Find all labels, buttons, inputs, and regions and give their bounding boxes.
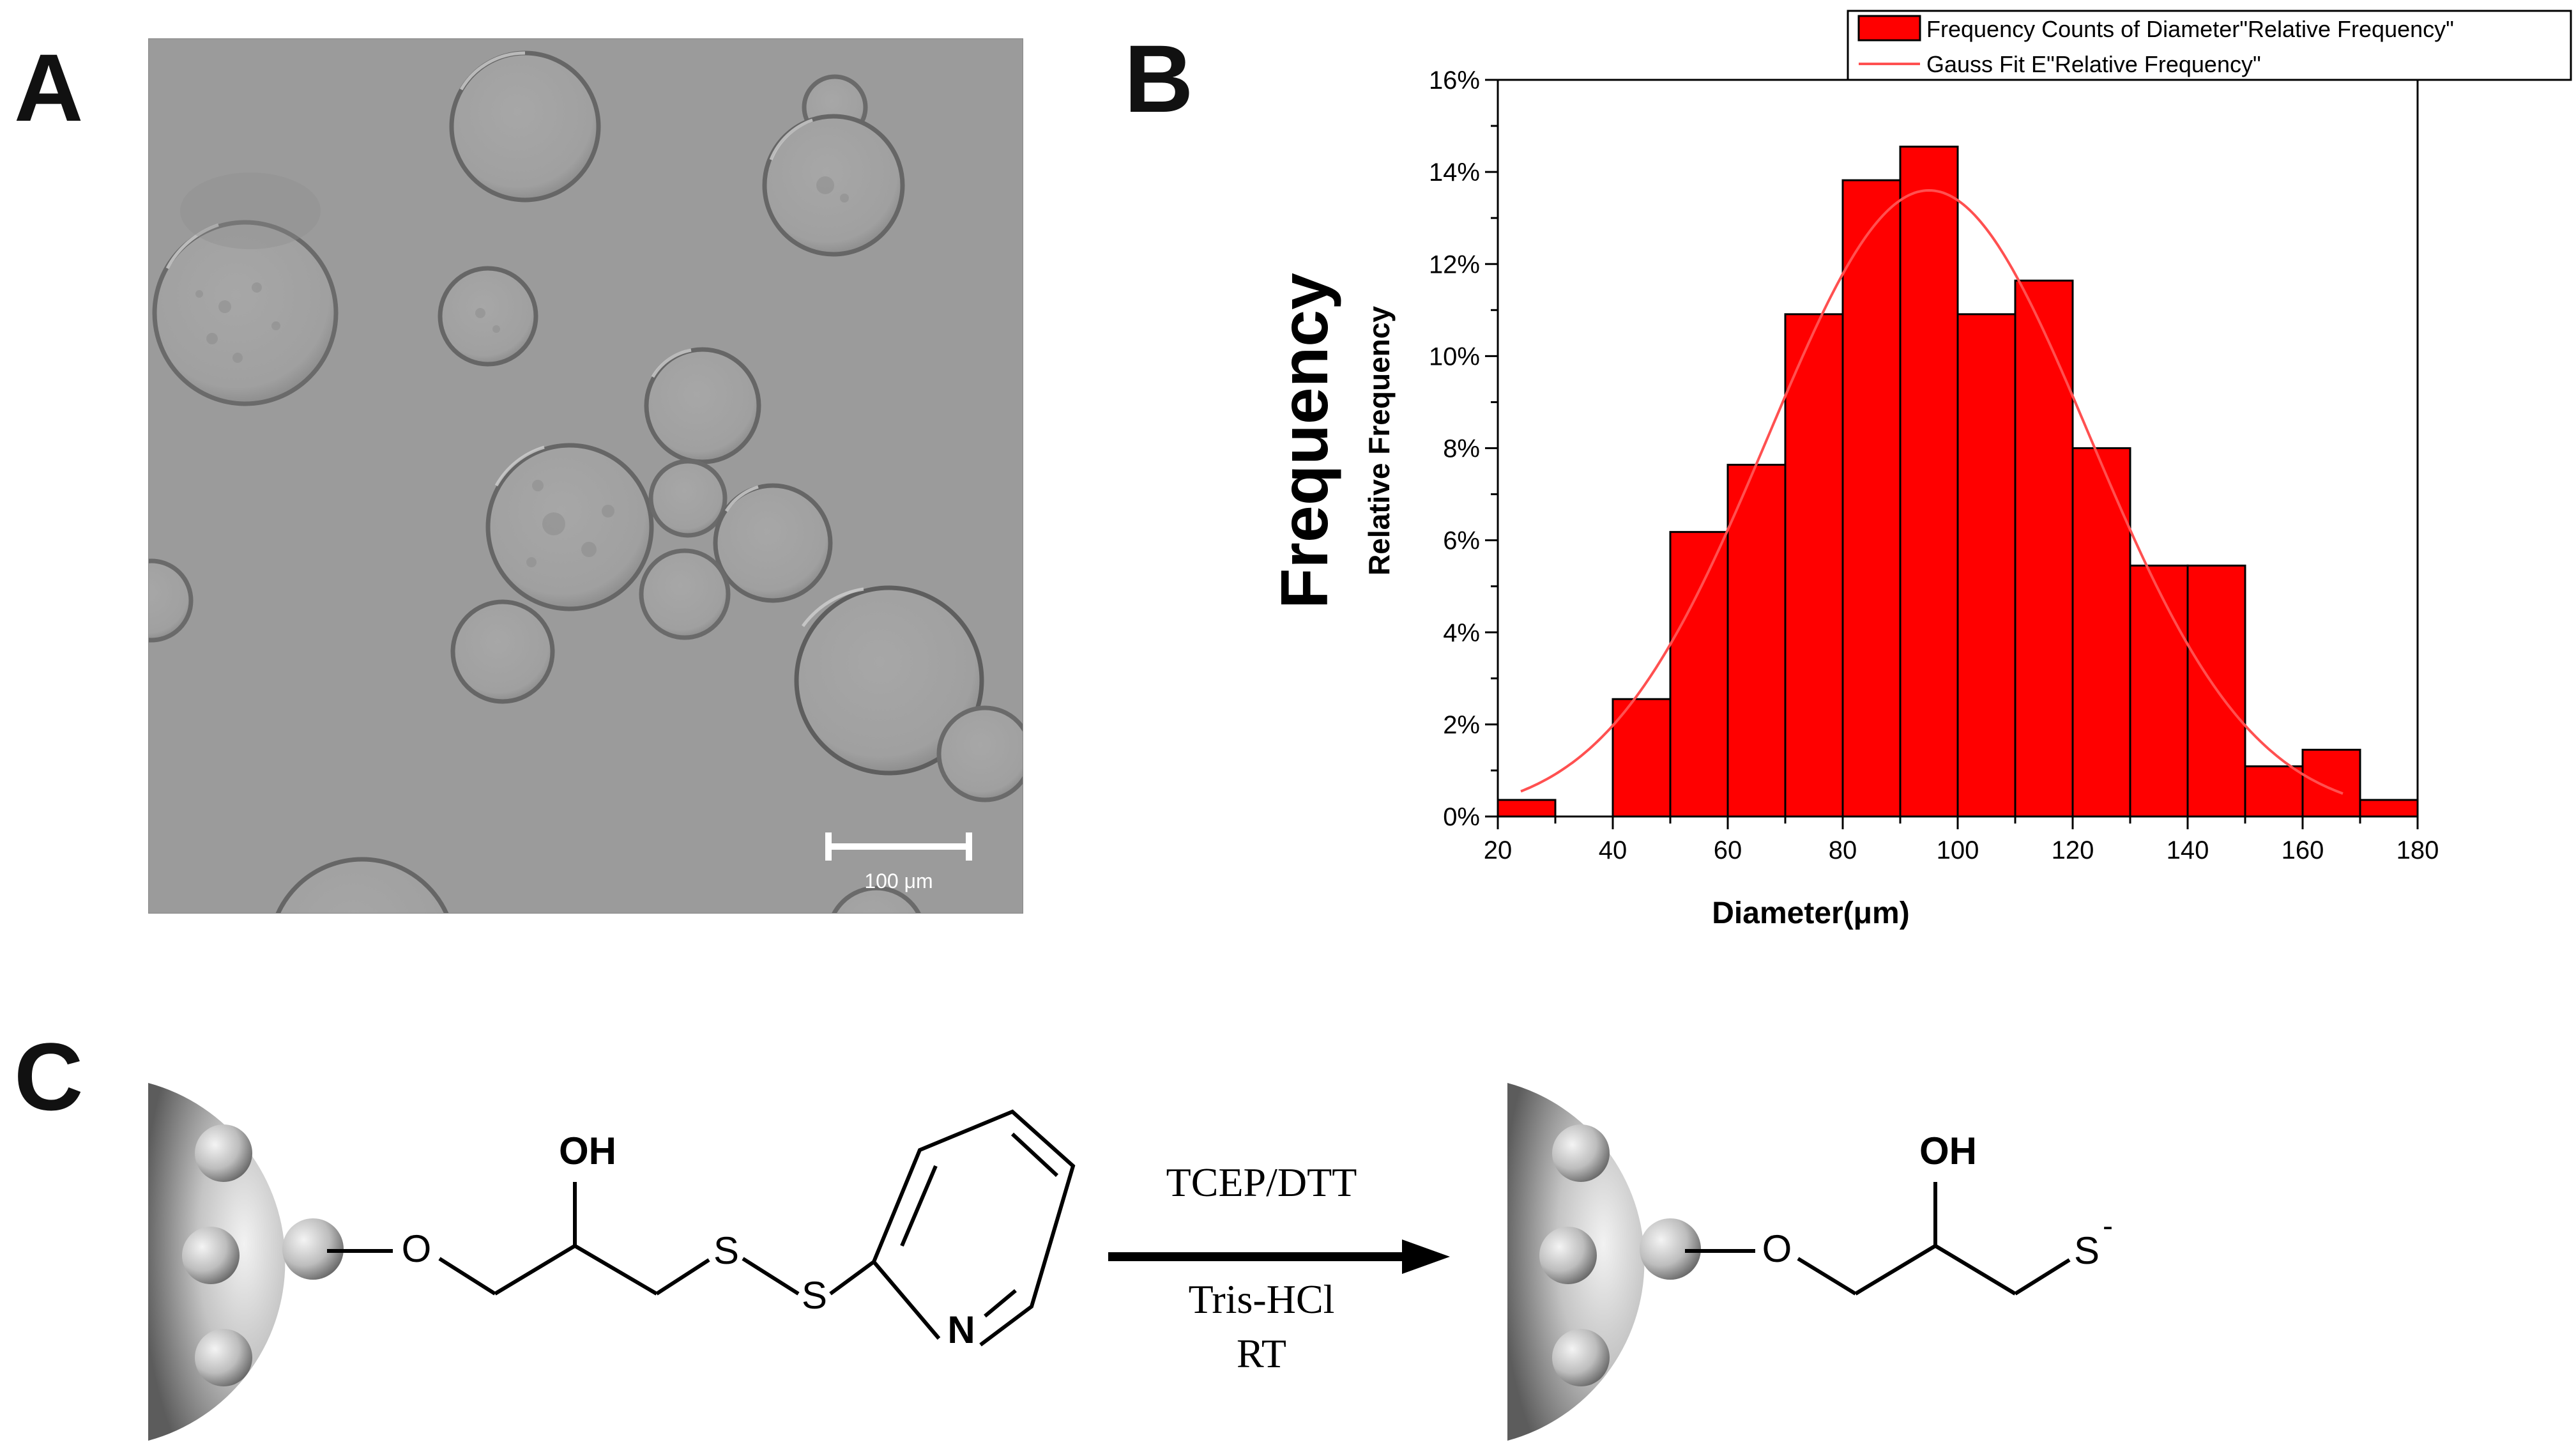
y-axis-label: Relative Frequency bbox=[1362, 306, 1396, 576]
droplet-inner-texture bbox=[195, 176, 849, 567]
histogram-bar bbox=[2244, 765, 2304, 818]
droplets bbox=[148, 50, 1023, 914]
histogram-bar bbox=[1956, 313, 2016, 818]
panel-label-b: B bbox=[1124, 25, 1194, 132]
droplet bbox=[794, 585, 984, 776]
x-tick-label: 120 bbox=[2052, 836, 2094, 864]
histogram-bar bbox=[1841, 179, 1902, 818]
atom-s1-left: S bbox=[713, 1229, 739, 1272]
smudge bbox=[180, 172, 321, 249]
axes: 20 40 60 80 100 120 140 160 180 0% 2% 4% 6% 8% 10% 12% 1… bbox=[1429, 66, 2439, 864]
droplet bbox=[648, 459, 728, 538]
reaction-scheme: O OH S S N TCEP/DTT Tris-HCl RT O OH S - bbox=[148, 1083, 2113, 1441]
atom-n-left: N bbox=[947, 1308, 975, 1351]
gauss-fit-line bbox=[1520, 188, 2344, 795]
droplet bbox=[713, 483, 833, 603]
legend-entry-histogram: Frequency Counts of Diameter"Relative Fr… bbox=[1926, 16, 2454, 42]
y-tick-label: 2% bbox=[1443, 711, 1480, 739]
droplet bbox=[639, 548, 731, 640]
histogram-bar bbox=[2071, 447, 2131, 818]
droplet bbox=[450, 599, 555, 704]
histogram-bar bbox=[1899, 145, 1959, 818]
y-tick-label: 16% bbox=[1429, 66, 1480, 95]
reagent-bottom-1: Tris-HCl bbox=[1189, 1276, 1335, 1322]
atom-o-left: O bbox=[402, 1227, 432, 1270]
bead-left bbox=[148, 1083, 344, 1441]
scale-bar: 100 μm bbox=[825, 832, 972, 893]
pore bbox=[282, 1218, 344, 1280]
pore bbox=[1552, 1124, 1610, 1182]
atom-s2-left: S bbox=[802, 1274, 827, 1317]
micrograph-image: 100 μm bbox=[148, 38, 1023, 914]
y-tick-label: 10% bbox=[1429, 342, 1480, 371]
y-tick-label: 6% bbox=[1443, 527, 1480, 555]
histogram-bar bbox=[1784, 313, 1844, 818]
reaction-arrow bbox=[1108, 1239, 1450, 1274]
histogram-bar bbox=[1669, 531, 1729, 818]
y-tick-label: 4% bbox=[1443, 619, 1480, 647]
reagent-top: TCEP/DTT bbox=[1166, 1160, 1357, 1205]
droplet bbox=[152, 220, 339, 406]
droplet bbox=[275, 857, 449, 914]
droplet bbox=[644, 347, 761, 464]
histogram-bar bbox=[1726, 463, 1787, 818]
atom-oh-left: OH bbox=[559, 1130, 616, 1172]
scale-bar-label: 100 μm bbox=[864, 870, 933, 893]
droplet bbox=[438, 266, 538, 367]
histogram-bar bbox=[2301, 749, 2361, 818]
droplet bbox=[148, 558, 194, 643]
bead-right bbox=[1507, 1083, 1701, 1441]
pyridine-ring bbox=[872, 1109, 1076, 1347]
histogram-bars bbox=[1497, 145, 2419, 818]
linker-left bbox=[327, 1182, 875, 1296]
x-tick-label: 140 bbox=[2167, 836, 2209, 864]
x-tick-label: 60 bbox=[1714, 836, 1742, 864]
x-tick-label: 80 bbox=[1829, 836, 1857, 864]
legend-entry-gauss: Gauss Fit E"Relative Frequency" bbox=[1926, 51, 2261, 77]
histogram-bar bbox=[1612, 698, 1672, 818]
gauss-fit-curve bbox=[1520, 188, 2344, 795]
histogram-bar bbox=[1497, 799, 1557, 818]
big-y-axis-label: Frequency bbox=[1268, 273, 1342, 609]
x-tick-label: 160 bbox=[2282, 836, 2324, 864]
droplet-highlights bbox=[165, 51, 864, 627]
atom-s-right: S bbox=[2074, 1229, 2100, 1272]
x-tick-label: 40 bbox=[1599, 836, 1627, 864]
legend-bar-swatch bbox=[1857, 15, 1921, 42]
y-tick-label: 12% bbox=[1429, 250, 1480, 279]
y-tick-label: 8% bbox=[1443, 435, 1480, 463]
x-tick-label: 100 bbox=[1937, 836, 1979, 864]
s-charge-right: - bbox=[2103, 1209, 2113, 1243]
histogram-bar bbox=[2129, 564, 2189, 818]
droplet bbox=[485, 443, 654, 611]
pore bbox=[1539, 1227, 1597, 1284]
x-axis-label: Diameter(μm) bbox=[1712, 896, 1909, 930]
pore bbox=[1552, 1329, 1610, 1386]
reagent-bottom-2: RT bbox=[1237, 1331, 1286, 1376]
y-tick-label: 0% bbox=[1443, 803, 1480, 831]
droplet bbox=[936, 705, 1023, 802]
legend: Frequency Counts of Diameter"Relative Fr… bbox=[1847, 10, 2572, 81]
atom-o-right: O bbox=[1762, 1227, 1792, 1270]
pore bbox=[195, 1329, 252, 1386]
pore bbox=[195, 1124, 252, 1182]
histogram-bar bbox=[2014, 279, 2074, 818]
pore bbox=[1640, 1218, 1701, 1280]
y-tick-label: 14% bbox=[1429, 158, 1480, 187]
droplet bbox=[831, 885, 922, 914]
panel-label-c: C bbox=[14, 1023, 84, 1130]
panel-label-a: A bbox=[14, 34, 84, 141]
atom-oh-right: OH bbox=[1919, 1130, 1977, 1172]
pore bbox=[182, 1227, 240, 1284]
histogram-bar bbox=[2359, 799, 2419, 818]
histogram-chart: 20 40 60 80 100 120 140 160 180 0% 2% 4% 6% 8% 10% 12% 1… bbox=[1268, 10, 2572, 930]
x-tick-label: 180 bbox=[2397, 836, 2439, 864]
linker-right bbox=[1685, 1182, 2071, 1296]
x-tick-label: 20 bbox=[1484, 836, 1513, 864]
